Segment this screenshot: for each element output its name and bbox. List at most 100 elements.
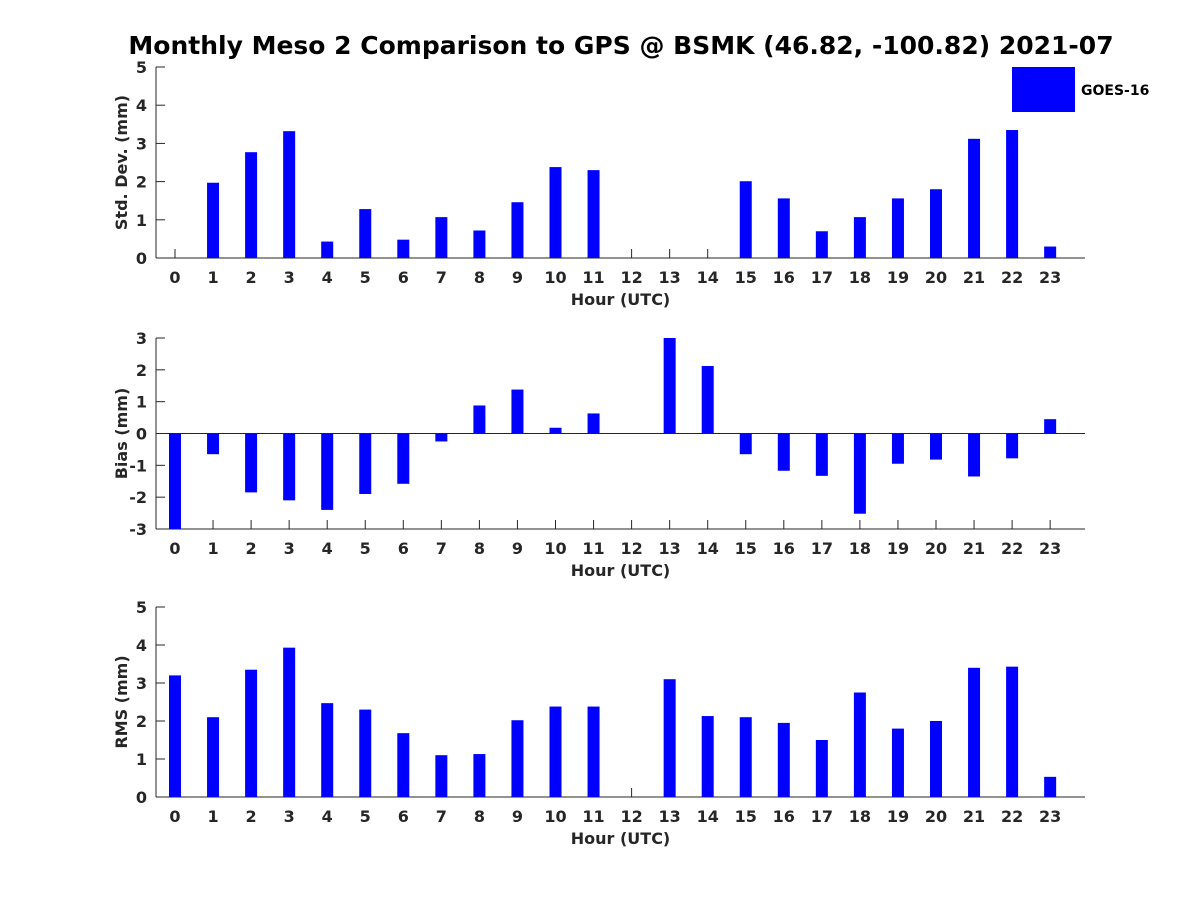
x-tick-label: 4 — [322, 268, 333, 287]
y-axis-label: Std. Dev. (mm) — [112, 95, 131, 230]
x-tick-label: 16 — [773, 539, 795, 558]
x-tick-label: 12 — [620, 268, 642, 287]
bar-hour-3 — [283, 433, 296, 501]
x-tick-label: 13 — [659, 807, 681, 826]
x-tick-label: 11 — [582, 268, 604, 287]
bar-hour-9 — [511, 202, 524, 258]
x-tick-label: 21 — [963, 539, 985, 558]
x-tick-label: 20 — [925, 268, 947, 287]
y-tick-label: 2 — [136, 361, 147, 380]
x-tick-label: 11 — [582, 807, 604, 826]
y-tick-label: 0 — [136, 788, 147, 807]
bar-hour-16 — [777, 722, 790, 797]
y-tick-label: 1 — [136, 750, 147, 769]
x-tick-label: 22 — [1001, 539, 1023, 558]
x-tick-label: 15 — [735, 539, 757, 558]
y-tick-label: 4 — [136, 96, 147, 115]
x-tick-label: 21 — [963, 807, 985, 826]
bar-hour-10 — [549, 167, 562, 258]
bar-hour-19 — [891, 728, 904, 797]
y-tick-label: 2 — [136, 712, 147, 731]
figure-title: Monthly Meso 2 Comparison to GPS @ BSMK … — [128, 31, 1113, 60]
bar-hour-11 — [587, 706, 600, 797]
bar-hour-16 — [777, 198, 790, 258]
bar-hour-6 — [397, 733, 410, 797]
bar-hour-23 — [1044, 246, 1057, 258]
bar-hour-11 — [587, 413, 600, 434]
x-tick-label: 18 — [849, 268, 871, 287]
bar-hour-7 — [435, 755, 448, 797]
x-tick-label: 16 — [773, 268, 795, 287]
bar-hour-17 — [815, 433, 828, 476]
x-tick-label: 7 — [436, 539, 447, 558]
bar-hour-19 — [891, 433, 904, 464]
bar-hour-3 — [283, 647, 296, 797]
x-tick-label: 2 — [246, 807, 257, 826]
bar-hour-8 — [473, 230, 486, 258]
x-tick-label: 16 — [773, 807, 795, 826]
y-tick-label: 0 — [136, 249, 147, 268]
bar-hour-20 — [930, 721, 942, 797]
x-tick-label: 7 — [436, 268, 447, 287]
x-tick-label: 10 — [544, 268, 566, 287]
bar-hour-15 — [739, 717, 752, 797]
x-tick-label: 9 — [512, 807, 523, 826]
x-tick-label: 6 — [398, 539, 409, 558]
x-tick-label: 8 — [474, 268, 485, 287]
bar-hour-21 — [968, 433, 981, 477]
x-tick-label: 8 — [474, 539, 485, 558]
x-axis-label: Hour (UTC) — [571, 829, 671, 848]
x-tick-label: 18 — [849, 807, 871, 826]
bar-hour-14 — [701, 716, 714, 797]
bar-hour-4 — [321, 433, 334, 510]
y-tick-label: -1 — [129, 456, 147, 475]
y-tick-label: 4 — [136, 636, 147, 655]
bar-hour-1 — [207, 182, 220, 258]
x-tick-label: 9 — [512, 268, 523, 287]
x-tick-label: 15 — [735, 807, 757, 826]
x-tick-label: 17 — [811, 268, 833, 287]
bar-hour-17 — [815, 231, 828, 258]
bar-hour-21 — [968, 138, 981, 258]
bar-hour-13 — [663, 338, 676, 434]
x-tick-label: 10 — [544, 807, 566, 826]
x-tick-label: 2 — [246, 268, 257, 287]
bar-hour-15 — [739, 433, 752, 455]
legend-swatch — [1012, 67, 1075, 112]
bar-hour-2 — [245, 433, 258, 493]
bar-hour-16 — [777, 433, 790, 471]
x-tick-label: 0 — [169, 539, 180, 558]
bar-hour-6 — [397, 239, 410, 258]
bar-hour-9 — [511, 389, 524, 434]
x-tick-label: 11 — [582, 539, 604, 558]
x-axis-label: Hour (UTC) — [571, 561, 671, 580]
y-tick-label: 1 — [136, 393, 147, 412]
y-tick-label: -2 — [129, 488, 147, 507]
bar-hour-15 — [739, 181, 752, 258]
x-tick-label: 21 — [963, 268, 985, 287]
x-tick-label: 10 — [544, 539, 566, 558]
bar-hour-3 — [283, 131, 296, 258]
x-tick-label: 5 — [360, 539, 371, 558]
x-tick-label: 1 — [207, 807, 218, 826]
bar-hour-6 — [397, 433, 410, 484]
x-tick-label: 19 — [887, 807, 909, 826]
x-tick-label: 1 — [207, 539, 218, 558]
bar-hour-7 — [435, 433, 448, 442]
legend-label: GOES-16 — [1081, 83, 1149, 99]
bar-hour-4 — [321, 241, 334, 258]
x-tick-label: 17 — [811, 539, 833, 558]
x-tick-label: 23 — [1039, 539, 1061, 558]
y-tick-label: 5 — [136, 598, 147, 617]
x-tick-label: 6 — [398, 268, 409, 287]
bar-hour-18 — [853, 217, 866, 258]
bar-hour-23 — [1044, 419, 1057, 434]
x-tick-label: 14 — [697, 807, 719, 826]
bar-hour-5 — [359, 709, 372, 797]
x-axis-label: Hour (UTC) — [571, 290, 671, 309]
x-tick-label: 7 — [436, 807, 447, 826]
bar-hour-2 — [245, 669, 258, 797]
x-tick-label: 14 — [697, 268, 719, 287]
bar-hour-23 — [1044, 776, 1057, 797]
